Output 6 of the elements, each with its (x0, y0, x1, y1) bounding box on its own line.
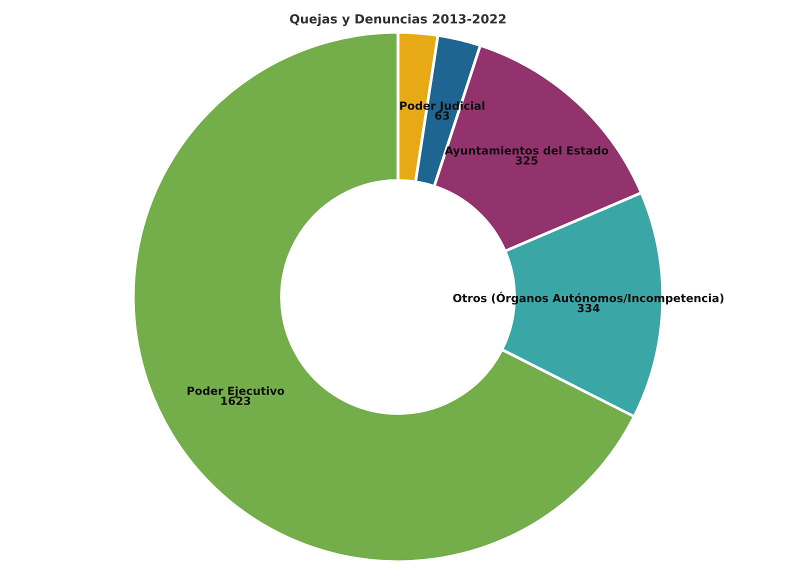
data-label: 1623 (221, 396, 250, 406)
slice-label: Poder Ejecutivo (188, 386, 284, 398)
chart-title: Quejas y Denuncias 2013-2022 (290, 14, 506, 26)
data-label: 325 (516, 156, 538, 165)
data-label: 334 (578, 304, 600, 312)
data-label: 63 (435, 111, 450, 120)
